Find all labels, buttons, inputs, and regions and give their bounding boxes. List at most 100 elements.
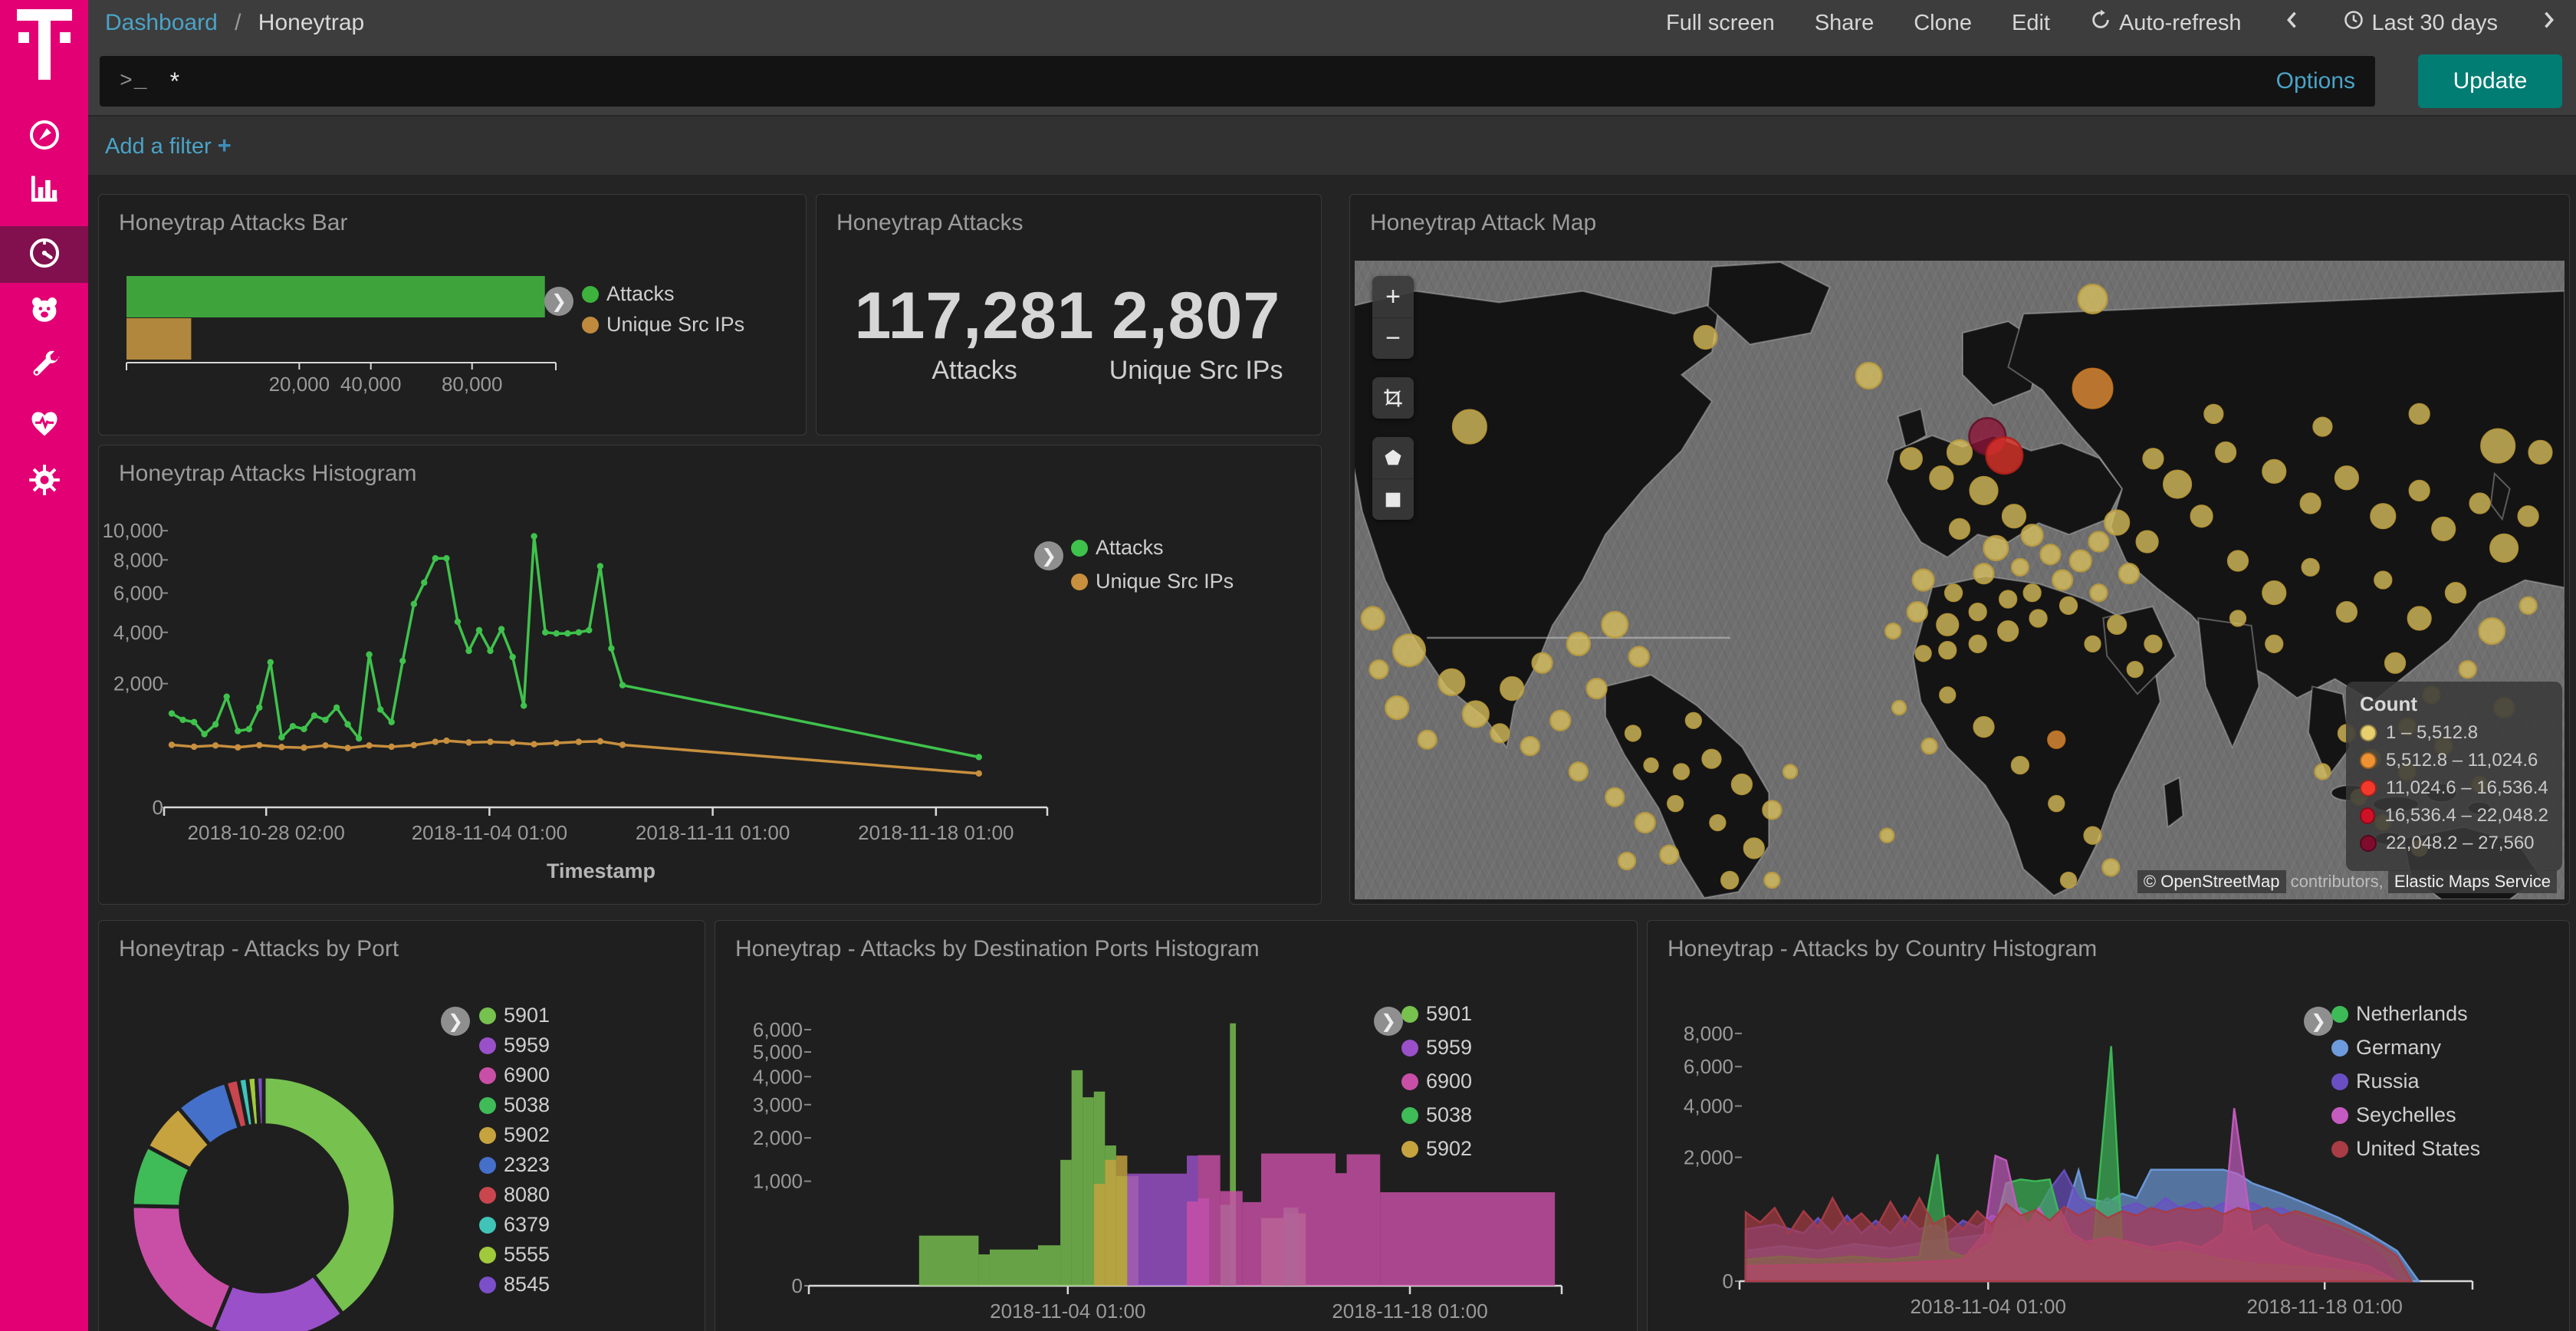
legend-item-5959[interactable]: 5959 — [479, 1034, 550, 1057]
zoom-out-button[interactable]: − — [1372, 317, 1414, 359]
dashboard-gauge-icon — [28, 236, 61, 274]
legend-item-5902[interactable]: 5902 — [1401, 1137, 1472, 1161]
breadcrumb-dashboard-link[interactable]: Dashboard — [105, 10, 218, 35]
legend-item-attacks[interactable]: Attacks — [1071, 536, 1164, 560]
legend-item-netherlands[interactable]: Netherlands — [2331, 1002, 2468, 1026]
port-donut-chart — [130, 1074, 398, 1331]
full-screen-button[interactable]: Full screen — [1665, 10, 1775, 35]
auto-refresh-button[interactable]: Auto-refresh — [2090, 9, 2242, 37]
legend-item-russia[interactable]: Russia — [2331, 1070, 2420, 1093]
legend-dot — [479, 1096, 496, 1114]
legend-dot — [479, 1156, 496, 1174]
legend-item-6379[interactable]: 6379 — [479, 1213, 550, 1237]
add-filter-link[interactable]: Add a filter + — [105, 132, 232, 159]
time-back-button[interactable] — [2282, 9, 2303, 37]
legend-item-6900[interactable]: 6900 — [1401, 1070, 1472, 1093]
query-value[interactable]: * — [169, 67, 180, 95]
legend-item-attacks[interactable]: Attacks — [582, 282, 675, 306]
svg-text:2018-11-11 01:00: 2018-11-11 01:00 — [636, 821, 790, 844]
sidebar-item-discover[interactable] — [0, 108, 88, 165]
ems-attribution[interactable]: Elastic Maps Service — [2387, 870, 2557, 893]
search-input[interactable]: >_ * Options — [100, 56, 2375, 107]
legend-label: 8545 — [504, 1273, 550, 1296]
legend-item-6900[interactable]: 6900 — [479, 1063, 550, 1087]
legend-dot — [479, 1037, 496, 1054]
chevron-left-icon — [2282, 9, 2303, 37]
legend-item-unique-src-ips[interactable]: Unique Src IPs — [582, 313, 744, 337]
sidebar-item-dev-tools[interactable] — [0, 340, 88, 396]
legend-item-unique-src-ips[interactable]: Unique Src IPs — [1071, 570, 1234, 593]
legend-toggle[interactable]: ❯ — [2304, 1007, 2333, 1036]
attacks-bar-chart: 20,000 40,000 80,000 — [126, 276, 557, 396]
legend-item-germany[interactable]: Germany — [2331, 1036, 2441, 1060]
legend-dot — [582, 316, 599, 334]
legend-dot — [2331, 1106, 2348, 1124]
draw-polygon-button[interactable] — [1372, 437, 1414, 478]
legend-item-8080[interactable]: 8080 — [479, 1183, 550, 1207]
legend-toggle[interactable]: ❯ — [1374, 1007, 1403, 1036]
options-link[interactable]: Options — [2275, 68, 2355, 94]
panel-attacks-histogram: Honeytrap Attacks Histogram 0 2,000 4,000 6… — [98, 445, 1322, 905]
panel-dest-ports-histogram: Honeytrap - Attacks by Destination Ports… — [715, 920, 1638, 1331]
time-picker-button[interactable]: Last 30 days — [2343, 9, 2498, 37]
map-controls: + − — [1372, 276, 1414, 538]
panel-attacks-bar: Honeytrap Attacks Bar 20,000 40,000 80,000… — [98, 194, 807, 435]
sidebar-item-monitoring[interactable] — [0, 396, 88, 453]
bar-chart-icon — [28, 172, 61, 209]
world-map-svg — [1355, 261, 2564, 899]
wrench-icon — [28, 350, 61, 387]
legend-item-5555[interactable]: 5555 — [479, 1243, 550, 1267]
range-dot — [2360, 807, 2376, 824]
edit-button[interactable]: Edit — [2011, 10, 2050, 35]
legend-label: 5959 — [504, 1034, 550, 1057]
nav-actions: Full screen Share Clone Edit Auto-refres… — [1666, 9, 2559, 37]
legend-item-5038[interactable]: 5038 — [1401, 1103, 1472, 1127]
draw-rectangle-button[interactable] — [1372, 478, 1414, 520]
world-map[interactable]: + − Count — [1355, 261, 2564, 899]
sidebar-item-honeypot[interactable] — [0, 283, 88, 340]
clone-button[interactable]: Clone — [1914, 10, 1972, 35]
svg-text:20,000: 20,000 — [269, 373, 330, 396]
time-forward-button[interactable] — [2538, 9, 2559, 37]
legend-dot — [479, 1216, 496, 1234]
legend-item-5038[interactable]: 5038 — [479, 1093, 550, 1117]
legend-item-5901[interactable]: 5901 — [479, 1004, 550, 1027]
legend-toggle[interactable]: ❯ — [1034, 541, 1063, 570]
legend-item-seychelles[interactable]: Seychelles — [2331, 1103, 2456, 1127]
legend-title: Count — [2360, 692, 2418, 715]
legend-item-8545[interactable]: 8545 — [479, 1273, 550, 1296]
panel-title: Honeytrap Attacks Histogram — [119, 461, 417, 486]
svg-text:5,000: 5,000 — [753, 1040, 803, 1063]
map-attribution: © OpenStreetMap contributors, Elastic Ma… — [2137, 870, 2557, 893]
fit-bounds-button[interactable] — [1372, 377, 1414, 419]
sidebar-item-visualize[interactable] — [0, 162, 88, 219]
sidebar-item-management[interactable] — [0, 453, 88, 510]
svg-text:6,000: 6,000 — [113, 581, 163, 604]
sidebar-item-dashboard[interactable] — [0, 226, 88, 283]
legend-item-2323[interactable]: 2323 — [479, 1153, 550, 1177]
legend-item-5902[interactable]: 5902 — [479, 1123, 550, 1147]
query-bar: >_ * Options Update — [88, 46, 2576, 115]
clock-icon — [2343, 9, 2364, 37]
legend-dot — [479, 1186, 496, 1204]
legend-label: 6900 — [504, 1063, 550, 1086]
rectangle-icon — [1385, 492, 1401, 507]
plus-icon: + — [217, 132, 232, 159]
legend-item-united-states[interactable]: United States — [2331, 1137, 2480, 1161]
legend-item-5959[interactable]: 5959 — [1401, 1036, 1472, 1060]
svg-text:40,000: 40,000 — [340, 373, 402, 396]
legend-label: Netherlands — [2356, 1002, 2468, 1025]
osm-attribution[interactable]: © OpenStreetMap — [2137, 870, 2286, 893]
attacks-histogram-chart: 0 2,000 4,000 6,000 8,000 10,000 2018-10-28 02… — [102, 519, 1049, 882]
update-button[interactable]: Update — [2418, 54, 2562, 108]
metric-label: Attacks — [932, 356, 1017, 385]
legend-toggle[interactable]: ❯ — [441, 1007, 470, 1036]
zoom-in-button[interactable]: + — [1372, 276, 1414, 317]
metric-label: Unique Src IPs — [1109, 356, 1283, 385]
legend-item-5901[interactable]: 5901 — [1401, 1002, 1472, 1026]
svg-text:2,000: 2,000 — [1684, 1145, 1733, 1168]
share-button[interactable]: Share — [1814, 10, 1875, 35]
top-nav: Dashboard / Honeytrap Full screen Share … — [88, 0, 2576, 46]
svg-text:0: 0 — [153, 796, 163, 819]
legend-toggle[interactable]: ❯ — [544, 287, 573, 316]
